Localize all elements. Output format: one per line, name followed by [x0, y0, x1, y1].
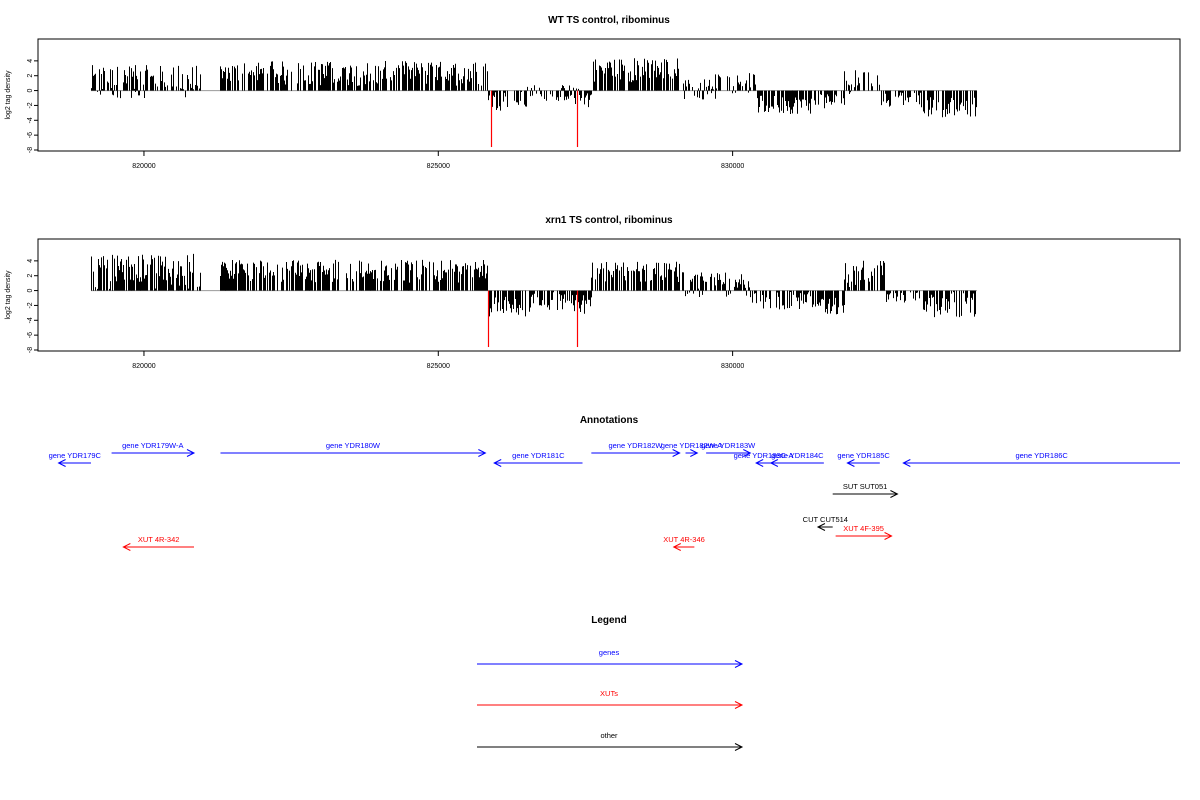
annotation-feature: gene YDR179C: [49, 451, 102, 467]
p1-x-tick-label: 825000: [427, 163, 450, 170]
p1-y-tick-label: -2: [27, 102, 34, 108]
legend-title: Legend: [591, 615, 627, 626]
annotation-arrowhead: [672, 543, 681, 551]
annotation-label: CUT CUT514: [803, 515, 848, 524]
annotation-feature: gene YDR181C: [493, 451, 583, 467]
legend-items: genes XUTs other: [477, 648, 744, 751]
xrn1-y-ticks: 4 2 0 -2 -4 -6 -8: [27, 259, 38, 353]
xrn1-panel-title: xrn1 TS control, ribominus: [545, 215, 673, 226]
annotation-feature: SUT SUT051: [832, 482, 899, 498]
p2-y-tick-label: 0: [27, 289, 34, 293]
annotation-label: XUT 4R-346: [663, 535, 705, 544]
p2-x-tick-label: 820000: [132, 363, 155, 370]
annotation-feature: gene YDR182W: [591, 441, 681, 457]
xrn1-y-axis-label: log2 tag density: [5, 270, 12, 320]
annotation-feature: gene YDR180W: [220, 441, 487, 457]
legend-panel: Legend genes XUTs other: [477, 615, 744, 751]
annotation-arrowhead: [690, 449, 699, 457]
annotation-label: gene YDR181C: [512, 451, 565, 460]
annotation-arrowhead: [846, 459, 855, 467]
legend-label: other: [600, 731, 618, 740]
xrn1-x-ticks: 820000 825000 830000: [132, 351, 744, 370]
annotation-arrowhead: [672, 449, 681, 457]
p2-y-tick-label: -6: [27, 332, 34, 338]
p2-y-tick-label: 4: [27, 259, 34, 263]
p2-x-tick-label: 825000: [427, 363, 450, 370]
wt-x-ticks: 820000 825000 830000: [132, 151, 744, 170]
legend-arrowhead: [734, 660, 744, 668]
annotation-arrowhead: [884, 532, 893, 540]
annotations-title: Annotations: [580, 415, 639, 426]
p2-y-tick-label: -2: [27, 302, 34, 308]
annotation-feature: CUT CUT514: [803, 515, 848, 531]
annotation-label: gene YDR182W-A: [661, 441, 722, 450]
p2-y-tick-label: 2: [27, 274, 34, 278]
annotation-arrowhead: [890, 490, 899, 498]
annotation-feature: gene YDR179W-A: [111, 441, 196, 457]
xrn1-plot-frame: [37, 238, 1181, 352]
p1-y-tick-label: 4: [27, 59, 34, 63]
annotation-arrowhead: [902, 459, 911, 467]
p2-y-tick-label: -8: [27, 347, 34, 353]
annotation-feature: gene YDR184C: [769, 451, 824, 467]
p1-x-tick-label: 830000: [721, 163, 744, 170]
annotation-label: gene YDR180W: [326, 441, 381, 450]
p2-x-tick-label: 830000: [721, 363, 744, 370]
annotation-label: SUT SUT051: [843, 482, 887, 491]
legend-label: XUTs: [600, 689, 618, 698]
annotation-feature: XUT 4R-342: [122, 535, 194, 551]
wt-bars: [90, 58, 977, 148]
p1-y-tick-label: 2: [27, 74, 34, 78]
annotation-label: gene YDR179C: [49, 451, 102, 460]
annotation-feature: gene YDR186C: [902, 451, 1180, 467]
wt-panel-title: WT TS control, ribominus: [548, 15, 670, 26]
p1-x-tick-label: 820000: [132, 163, 155, 170]
legend-item: other: [477, 731, 744, 751]
p1-y-tick-label: -8: [27, 147, 34, 153]
annotation-arrowhead: [769, 459, 779, 467]
legend-arrowhead: [734, 701, 744, 709]
legend-label: genes: [599, 648, 620, 657]
legend-item: XUTs: [477, 689, 744, 709]
annotation-label: XUT 4F-395: [843, 524, 884, 533]
annotation-label: gene YDR186C: [1015, 451, 1068, 460]
xrn1-density-panel: xrn1 TS control, ribominus log2 tag dens…: [5, 215, 1181, 370]
annotation-arrowhead: [57, 459, 66, 467]
p2-y-tick-label: -4: [27, 317, 34, 323]
p1-y-tick-label: 0: [27, 89, 34, 93]
wt-y-axis-label: log2 tag density: [5, 70, 12, 120]
wt-plot-frame: [37, 38, 1181, 152]
annotation-arrowhead: [186, 449, 196, 457]
annotation-feature: gene YDR182W-A: [661, 441, 722, 457]
annotation-feature: gene YDR183C-A: [734, 451, 794, 467]
annotation-feature: XUT 4F-395: [835, 524, 893, 540]
annotation-arrowhead: [743, 449, 752, 457]
annotation-label: gene YDR183W: [701, 441, 756, 450]
annotation-feature: gene YDR183W: [701, 441, 756, 457]
annotation-label: XUT 4R-342: [138, 535, 180, 544]
p1-y-tick-label: -6: [27, 132, 34, 138]
annotation-feature: XUT 4R-346: [663, 535, 705, 551]
p1-y-tick-label: -4: [27, 117, 34, 123]
legend-item: genes: [477, 648, 744, 668]
annotation-feature: gene YDR185C: [837, 451, 890, 467]
annotation-arrowhead: [493, 459, 502, 467]
annotation-arrowhead: [122, 543, 131, 551]
wt-y-ticks: 4 2 0 -2 -4 -6 -8: [27, 59, 38, 153]
annotation-label: gene YDR183C-A: [734, 451, 794, 460]
xrn1-bars: [90, 253, 977, 348]
annotation-label: gene YDR184C: [771, 451, 824, 460]
legend-arrowhead: [734, 743, 744, 751]
annotation-features: gene YDR179C gene YDR179W-A gene YDR180W ge…: [49, 441, 1180, 551]
annotation-arrowhead: [478, 449, 487, 457]
annotation-arrowhead: [816, 523, 826, 531]
annotation-label: gene YDR182W: [608, 441, 663, 450]
annotation-label: gene YDR179W-A: [122, 441, 183, 450]
annotation-arrowhead: [755, 459, 764, 467]
wt-density-panel: WT TS control, ribominus log2 tag densit…: [5, 15, 1181, 170]
annotation-label: gene YDR185C: [837, 451, 890, 460]
